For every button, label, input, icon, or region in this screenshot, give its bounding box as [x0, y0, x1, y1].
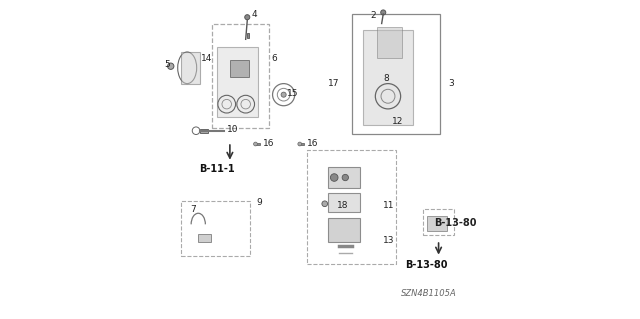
Bar: [328, 218, 360, 242]
Text: 3: 3: [448, 79, 454, 88]
Bar: [427, 216, 447, 231]
Bar: [217, 47, 259, 117]
Text: 14: 14: [202, 54, 212, 63]
Text: 10: 10: [227, 125, 239, 134]
Text: B-11-1: B-11-1: [200, 164, 235, 174]
Circle shape: [330, 174, 338, 181]
Text: 12: 12: [392, 117, 403, 126]
Text: 17: 17: [328, 79, 339, 88]
Text: 8: 8: [383, 74, 389, 83]
Circle shape: [253, 142, 257, 146]
Circle shape: [168, 63, 174, 69]
Text: 18: 18: [337, 201, 348, 210]
Circle shape: [281, 92, 286, 97]
Bar: [181, 201, 250, 256]
Bar: [307, 150, 396, 264]
Text: 16: 16: [263, 139, 275, 148]
Bar: [230, 60, 249, 77]
Text: 7: 7: [190, 205, 196, 214]
Bar: [212, 24, 269, 128]
Bar: [351, 14, 440, 134]
Bar: [198, 234, 211, 242]
Text: 5: 5: [164, 60, 170, 69]
Text: 13: 13: [383, 236, 395, 245]
Text: 9: 9: [257, 198, 262, 207]
Text: 11: 11: [383, 201, 395, 210]
Bar: [181, 52, 200, 84]
Text: 4: 4: [252, 11, 258, 19]
Bar: [255, 143, 260, 145]
Bar: [423, 209, 454, 235]
Circle shape: [322, 201, 328, 207]
Text: 6: 6: [271, 54, 276, 63]
Text: B-13-80: B-13-80: [435, 218, 477, 228]
Circle shape: [298, 142, 301, 146]
Bar: [377, 27, 402, 58]
Text: 2: 2: [371, 11, 376, 20]
Circle shape: [381, 10, 386, 15]
Text: 15: 15: [287, 89, 299, 98]
Bar: [328, 167, 360, 188]
Bar: [300, 143, 304, 145]
Bar: [246, 33, 249, 38]
Bar: [328, 193, 360, 212]
Bar: [200, 129, 208, 133]
Circle shape: [342, 174, 348, 181]
Text: SZN4B1105A: SZN4B1105A: [401, 289, 457, 298]
Circle shape: [244, 15, 250, 20]
Text: 16: 16: [307, 139, 319, 148]
Text: B-13-80: B-13-80: [405, 260, 447, 271]
Bar: [363, 30, 413, 125]
